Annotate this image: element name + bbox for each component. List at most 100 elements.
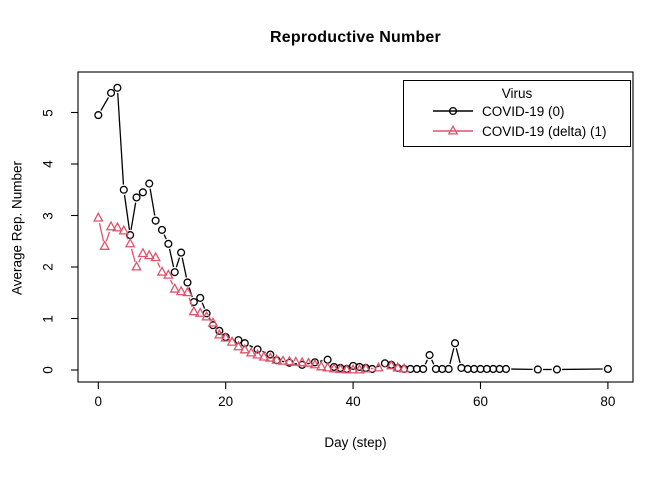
triangle-marker-icon: [214, 328, 225, 339]
circle-marker-icon: [170, 268, 179, 277]
series-segment: [130, 202, 137, 231]
series-segment: [163, 234, 167, 240]
triangle-marker-icon: [335, 363, 346, 374]
series-segment: [105, 231, 111, 242]
circle-legend-key-icon: [433, 106, 473, 116]
series-segment: [130, 248, 136, 263]
triangle-marker-icon: [137, 247, 149, 258]
circle-marker-icon: [138, 188, 147, 197]
triangle-marker-icon: [99, 240, 110, 250]
x-axis-label: Day (step): [324, 435, 387, 450]
y-axis-label-text: Average Rep. Number: [9, 160, 25, 296]
triangle-marker-icon: [386, 359, 397, 370]
x-tick-label: 40: [345, 394, 361, 409]
circle-marker-icon: [119, 185, 128, 194]
triangle-marker-icon: [169, 282, 181, 293]
triangle-marker-icon: [398, 362, 410, 373]
triangle-marker-icon: [150, 251, 161, 262]
circle-marker-icon: [196, 293, 205, 302]
y-tick-label: 0: [40, 366, 56, 374]
triangle-marker-icon: [105, 220, 117, 231]
triangle-marker-icon: [118, 224, 130, 235]
legend: Virus COVID-19 (0) COVID-19 (delta) (1): [403, 80, 631, 147]
circle-marker-icon: [132, 193, 141, 202]
circle-marker-icon: [448, 106, 458, 116]
series-segment: [455, 348, 461, 364]
circle-marker-icon: [533, 365, 542, 374]
legend-entry: COVID-19 (delta) (1): [404, 121, 630, 141]
triangle-marker-icon: [131, 260, 142, 271]
series-segment: [149, 188, 156, 216]
triangle-marker-icon: [315, 360, 327, 371]
triangle-marker-icon: [258, 350, 270, 361]
x-tick-label: 60: [472, 394, 489, 409]
circle-marker-icon: [425, 351, 434, 360]
triangle-marker-icon: [175, 285, 187, 296]
triangle-marker-icon: [239, 343, 251, 354]
series-segment: [117, 92, 125, 185]
triangle-marker-icon: [93, 211, 104, 222]
series-segment: [100, 97, 110, 111]
series-segment: [181, 257, 188, 278]
triangle-marker-icon: [245, 346, 257, 357]
triangle-marker-icon: [188, 305, 200, 316]
legend-entry: COVID-19 (0): [404, 101, 630, 121]
series-segment: [449, 348, 455, 365]
circle-marker-icon: [151, 216, 160, 225]
circle-marker-icon: [240, 339, 249, 348]
circle-marker-icon: [253, 345, 262, 354]
series-segment: [98, 223, 105, 242]
circle-marker-icon: [106, 88, 116, 97]
circle-marker-icon: [234, 336, 243, 345]
circle-marker-icon: [266, 350, 275, 359]
triangle-marker-icon: [309, 358, 321, 369]
triangle-legend-key-icon: [433, 124, 473, 135]
triangle-marker-icon: [360, 362, 372, 373]
circle-marker-icon: [157, 225, 167, 234]
circle-marker-icon: [450, 339, 460, 348]
circle-marker-icon: [183, 278, 192, 287]
circle-marker-icon: [419, 364, 428, 374]
x-tick-label: 0: [94, 394, 103, 409]
triangle-marker-icon: [347, 363, 359, 374]
series-segment: [201, 302, 206, 309]
triangle-marker-icon: [194, 307, 206, 317]
plot-box: [77, 71, 634, 383]
y-tick-label: 4: [40, 160, 56, 168]
x-tick-label: 80: [600, 394, 616, 409]
legend-entry-label: COVID-19 (0): [482, 103, 565, 119]
series-segment: [188, 297, 193, 308]
triangle-marker-icon: [341, 363, 353, 374]
triangle-marker-icon: [226, 336, 238, 346]
triangle-marker-icon: [328, 362, 340, 373]
legend-entry-label: COVID-19 (delta) (1): [482, 123, 607, 139]
triangle-marker-icon: [252, 348, 263, 359]
triangle-marker-icon: [277, 355, 289, 365]
triangle-marker-icon: [207, 316, 219, 327]
triangle-marker-icon: [233, 340, 244, 351]
triangle-marker-icon: [143, 249, 155, 260]
triangle-marker-icon: [271, 354, 282, 364]
triangle-marker-icon: [290, 356, 302, 366]
triangle-marker-icon: [220, 331, 231, 342]
y-tick-label: 2: [40, 263, 56, 271]
triangle-marker-icon: [354, 363, 365, 374]
circle-marker-icon: [113, 83, 122, 92]
triangle-marker-icon: [156, 265, 168, 276]
circle-marker-icon: [457, 363, 466, 372]
triangle-marker-icon: [182, 286, 193, 297]
triangle-marker-icon: [124, 237, 136, 248]
circle-marker-icon: [501, 364, 511, 374]
triangle-marker-icon: [447, 124, 459, 135]
circle-marker-icon: [145, 179, 154, 188]
circle-marker-icon: [552, 365, 561, 374]
legend-title: Virus: [501, 86, 533, 101]
y-tick-label: 5: [40, 108, 56, 117]
circle-marker-icon: [380, 359, 390, 368]
series-segment: [281, 360, 285, 363]
series-segment: [168, 248, 175, 268]
triangle-marker-icon: [296, 356, 308, 367]
series-segment: [138, 258, 142, 263]
